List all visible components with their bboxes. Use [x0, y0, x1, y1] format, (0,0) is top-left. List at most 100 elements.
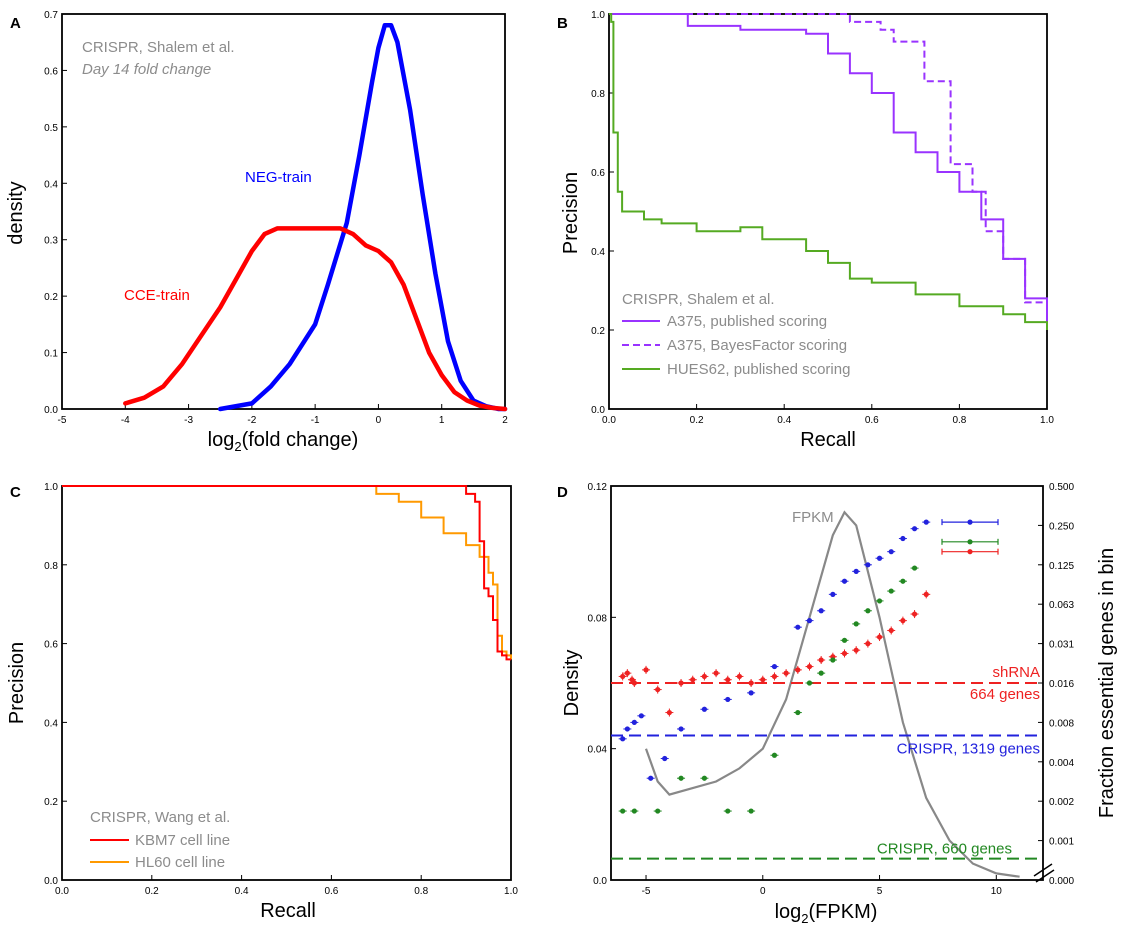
data-point — [690, 677, 696, 683]
y2-tick-label: 0.031 — [1049, 640, 1074, 651]
data-point — [648, 775, 654, 781]
data-point — [911, 611, 918, 617]
y-tick-label: 0.6 — [44, 640, 58, 651]
data-point — [911, 526, 918, 532]
data-point — [795, 624, 801, 630]
data-point — [865, 562, 871, 568]
data-point — [888, 627, 894, 634]
series-line-1 — [609, 13, 1048, 323]
data-point — [631, 680, 637, 686]
legend-entry: A375, published scoring — [667, 313, 827, 330]
x-tick-label: 0.2 — [145, 886, 159, 897]
panel-letter-d: D — [557, 484, 568, 501]
x-axis-label-sub: 2 — [801, 911, 808, 926]
data-point — [760, 677, 766, 683]
x-tick-label: 0.8 — [414, 886, 428, 897]
y-tick-label: 1.0 — [44, 482, 58, 493]
x-tick-label: 0.6 — [324, 886, 338, 897]
y-tick-label: 0.2 — [44, 797, 58, 808]
series-line — [62, 485, 511, 661]
x-tick-label: 0.4 — [777, 415, 791, 426]
data-point — [701, 673, 708, 680]
x-tick-label: 0 — [760, 886, 766, 897]
series-line-2 — [609, 13, 1048, 330]
data-point — [853, 647, 859, 653]
data-point — [888, 588, 894, 594]
data-point — [900, 618, 906, 624]
panel-c: C 0.0 0.2 0.4 0.6 0.8 1.0 0.0 0.2 0.4 0.6 0.8 1.0 CRI… — [6, 482, 518, 922]
data-point — [620, 736, 626, 742]
x-tick-label: 0.2 — [690, 415, 704, 426]
y-tick-label: 1.0 — [591, 10, 605, 21]
series-line-0 — [609, 13, 1048, 323]
y-tick-label: 0.8 — [591, 89, 605, 100]
data-point — [853, 621, 859, 627]
x-axis-label: Recall — [260, 900, 316, 922]
data-point — [631, 719, 637, 726]
y-axis-label: Precision — [6, 642, 28, 724]
x-tick-label: 0.0 — [55, 886, 69, 897]
annotation-line1: CRISPR, Shalem et al. — [82, 39, 235, 56]
data-point — [818, 657, 824, 663]
x-axis-label-sub: 2 — [234, 439, 241, 454]
data-point — [748, 680, 754, 686]
y-tick-label: 0.2 — [44, 292, 58, 303]
data-point — [876, 555, 883, 561]
data-point — [662, 755, 668, 762]
series-label-cce-train: CCE-train — [124, 287, 190, 304]
y2-tick-label: 0.000 — [1049, 876, 1074, 887]
y-tick-label: 0.4 — [44, 179, 58, 190]
marker-point — [967, 549, 973, 555]
y-tick-label: 0.3 — [44, 236, 58, 247]
data-point — [818, 670, 824, 676]
plot-frame — [608, 13, 1048, 410]
legend-title: CRISPR, Shalem et al. — [622, 291, 775, 308]
y2-tick-label: 0.250 — [1049, 521, 1074, 532]
y-tick-label: 0.0 — [593, 876, 607, 887]
y-tick-label: 0.4 — [44, 718, 58, 729]
data-point — [624, 726, 630, 732]
data-point — [638, 713, 644, 719]
y2-tick-label: 0.001 — [1049, 837, 1074, 848]
data-point — [666, 709, 672, 716]
series-line-cce-train — [123, 226, 508, 412]
series-line-neg-train — [217, 23, 508, 412]
data-point — [624, 670, 630, 676]
x-tick-label: -5 — [642, 886, 651, 897]
data-point — [771, 752, 778, 758]
y-tick-label: 0.6 — [591, 168, 605, 179]
x-tick-label: 0.0 — [602, 415, 616, 426]
y-tick-label: 0.12 — [588, 482, 608, 493]
y-tick-label: 0.6 — [44, 66, 58, 77]
series-line — [62, 485, 512, 660]
series-label-neg-train: NEG-train — [245, 169, 312, 186]
y2-tick-label: 0.063 — [1049, 600, 1074, 611]
x-tick-label: 5 — [877, 886, 883, 897]
y2-tick-label: 0.500 — [1049, 482, 1074, 493]
fpkm-label: FPKM — [792, 509, 834, 526]
data-point — [841, 578, 848, 584]
y-tick-label: 0.5 — [44, 123, 58, 134]
data-point — [795, 709, 801, 716]
x-tick-label: 2 — [502, 415, 508, 426]
legend-entry: KBM7 cell line — [135, 832, 230, 849]
data-point — [725, 696, 731, 703]
data-point — [888, 549, 894, 555]
x-tick-label: 1 — [439, 415, 445, 426]
legend-title: CRISPR, Wang et al. — [90, 809, 230, 826]
y2-axis-label: Fraction essential genes in bin — [1096, 548, 1118, 818]
legend-entry: HUES62, published scoring — [667, 361, 850, 378]
y-axis-label: Density — [561, 650, 583, 717]
data-point — [806, 680, 813, 686]
x-tick-label: -3 — [184, 415, 193, 426]
x-axis-label: log2(FPKM) — [775, 901, 878, 926]
marker-point — [967, 519, 973, 525]
y2-tick-label: 0.004 — [1049, 758, 1074, 769]
y2-tick-label: 0.016 — [1049, 679, 1074, 690]
y2-tick-label: 0.002 — [1049, 797, 1074, 808]
x-tick-label: 1.0 — [1040, 415, 1054, 426]
y-tick-label: 0.2 — [591, 326, 605, 337]
y-tick-label: 0.7 — [44, 10, 58, 21]
data-point — [736, 673, 743, 680]
